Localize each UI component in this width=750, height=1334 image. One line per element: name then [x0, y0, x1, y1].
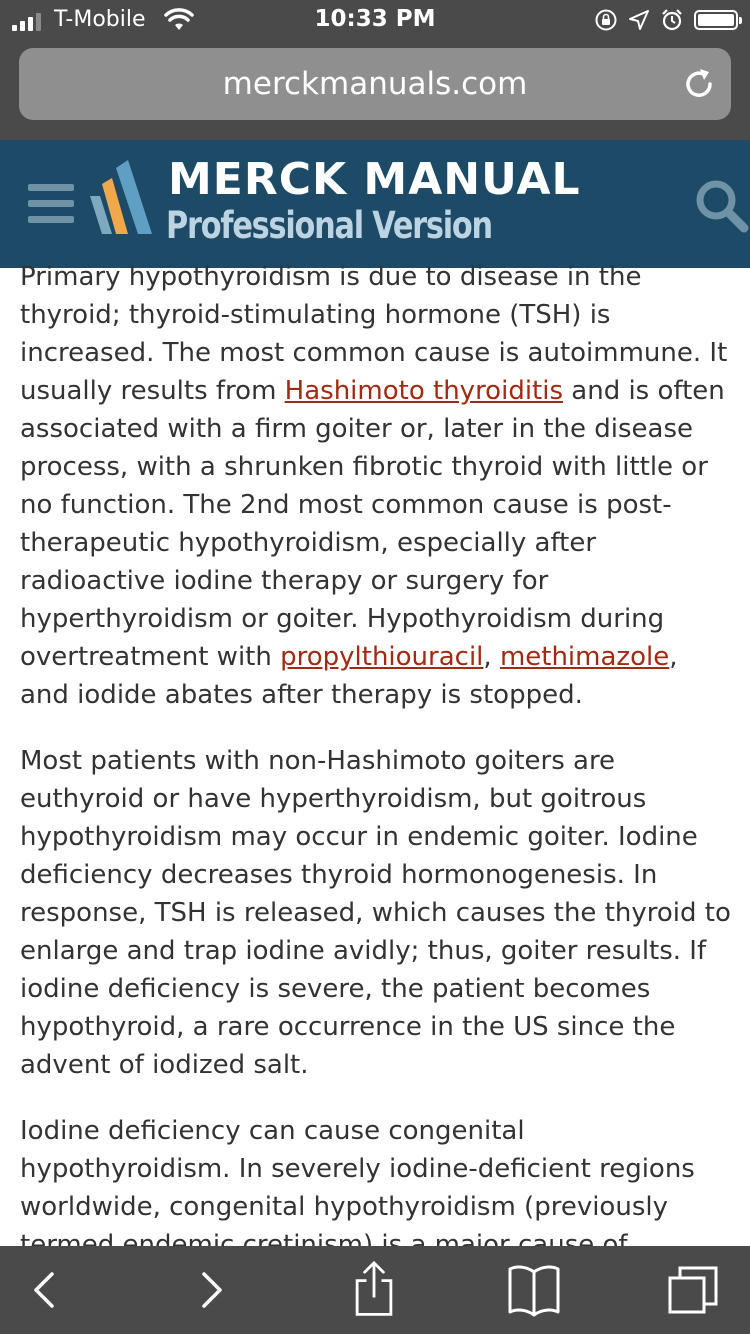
paragraph-text: and is often associated with a firm goit… [20, 376, 725, 672]
address-bar[interactable]: merckmanuals.com [19, 48, 731, 120]
hamburger-icon[interactable] [28, 184, 74, 224]
site-header: MERCK MANUAL Professional Version [0, 140, 750, 268]
tabs-icon[interactable] [664, 1260, 724, 1320]
chevron-left-icon[interactable] [14, 1260, 74, 1320]
article-content: Primary hypothyroidism is due to disease… [20, 258, 732, 1246]
location-arrow-icon [629, 10, 649, 30]
status-time: 10:33 PM [314, 6, 436, 32]
link-hashimoto-thyroiditis[interactable]: Hashimoto thyroiditis [284, 376, 564, 406]
wifi-icon [164, 8, 194, 30]
reload-icon[interactable] [681, 66, 717, 102]
battery-icon [694, 10, 742, 30]
brand-subtitle[interactable]: Professional Version [166, 204, 493, 247]
share-icon[interactable] [344, 1260, 404, 1320]
search-icon[interactable] [694, 178, 750, 234]
link-methimazole[interactable]: methimazole [499, 642, 670, 672]
paragraph-text: , [483, 642, 500, 672]
merck-logo-icon[interactable] [86, 156, 158, 236]
browser-address-area: merckmanuals.com [0, 40, 750, 140]
book-icon[interactable] [504, 1260, 564, 1320]
orientation-lock-icon [595, 9, 617, 31]
article-paragraph-3: Iodine deficiency can cause congenital h… [20, 1116, 695, 1246]
status-bar: T-Mobile 10:33 PM [0, 0, 750, 40]
browser-toolbar [0, 1246, 750, 1334]
status-icons [594, 8, 742, 32]
chevron-right-icon[interactable] [182, 1260, 242, 1320]
url-text[interactable]: merckmanuals.com [222, 66, 528, 102]
article-paragraph-2: Most patients with non-Hashimoto goiters… [20, 746, 731, 1080]
brand-title[interactable]: MERCK MANUAL [168, 154, 581, 205]
paragraph-text: , and iodide abates after therapy is sto… [20, 642, 678, 710]
paragraph-text: Primary hypothyroidism is due to disease… [20, 262, 728, 406]
carrier-name: T-Mobile [54, 7, 146, 32]
signal-strength-icon [12, 13, 41, 31]
article-paragraph-1: Primary hypothyroidism is due to disease… [20, 258, 732, 714]
alarm-icon [662, 9, 682, 31]
link-propylthiouracil[interactable]: propylthiouracil [280, 642, 484, 672]
